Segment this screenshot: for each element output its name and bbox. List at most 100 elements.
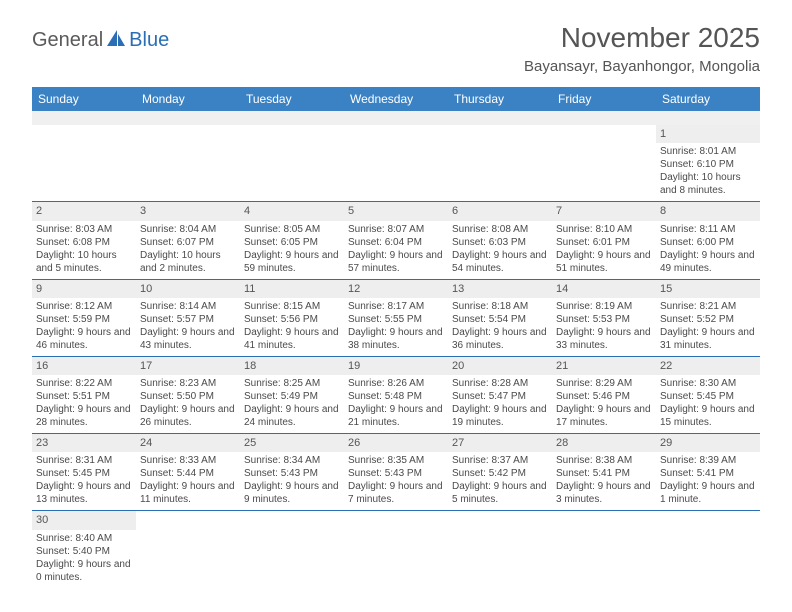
blank-cell [344,111,448,125]
blank-cell [552,111,656,125]
day-number: 9 [32,280,136,298]
daylight-line: Daylight: 9 hours and 3 minutes. [556,480,652,506]
day-number: 18 [240,357,344,375]
day-number: 11 [240,280,344,298]
sunrise-line: Sunrise: 8:03 AM [36,223,132,236]
sunset-line: Sunset: 5:43 PM [244,467,340,480]
daylight-line: Daylight: 10 hours and 5 minutes. [36,249,132,275]
daylight-line: Daylight: 9 hours and 11 minutes. [140,480,236,506]
sunrise-line: Sunrise: 8:07 AM [348,223,444,236]
daylight-line: Daylight: 9 hours and 28 minutes. [36,403,132,429]
day-cell: 29Sunrise: 8:39 AMSunset: 5:41 PMDayligh… [656,434,760,511]
empty-cell [448,511,552,588]
sunrise-line: Sunrise: 8:28 AM [452,377,548,390]
daylight-line: Daylight: 9 hours and 49 minutes. [660,249,756,275]
weekday-header: Friday [552,87,656,111]
sunset-line: Sunset: 5:43 PM [348,467,444,480]
daylight-line: Daylight: 9 hours and 15 minutes. [660,403,756,429]
day-number: 7 [552,202,656,220]
sunrise-line: Sunrise: 8:29 AM [556,377,652,390]
day-number: 6 [448,202,552,220]
sunset-line: Sunset: 6:01 PM [556,236,652,249]
weekday-header-row: Sunday Monday Tuesday Wednesday Thursday… [32,87,760,111]
weekday-header: Thursday [448,87,552,111]
sunset-line: Sunset: 5:42 PM [452,467,548,480]
sunrise-line: Sunrise: 8:01 AM [660,145,756,158]
day-number: 22 [656,357,760,375]
empty-cell [344,125,448,202]
day-cell: 5Sunrise: 8:07 AMSunset: 6:04 PMDaylight… [344,202,448,279]
day-number: 25 [240,434,344,452]
daylight-line: Daylight: 9 hours and 24 minutes. [244,403,340,429]
daylight-line: Daylight: 9 hours and 51 minutes. [556,249,652,275]
day-number: 3 [136,202,240,220]
day-number: 16 [32,357,136,375]
sunset-line: Sunset: 5:53 PM [556,313,652,326]
day-number: 10 [136,280,240,298]
day-number: 19 [344,357,448,375]
sunrise-line: Sunrise: 8:31 AM [36,454,132,467]
daylight-line: Daylight: 9 hours and 21 minutes. [348,403,444,429]
calendar-row: 16Sunrise: 8:22 AMSunset: 5:51 PMDayligh… [32,356,760,433]
daylight-line: Daylight: 9 hours and 38 minutes. [348,326,444,352]
sunrise-line: Sunrise: 8:26 AM [348,377,444,390]
day-cell: 22Sunrise: 8:30 AMSunset: 5:45 PMDayligh… [656,356,760,433]
logo-text-general: General [32,29,103,52]
day-cell: 27Sunrise: 8:37 AMSunset: 5:42 PMDayligh… [448,434,552,511]
day-number: 1 [656,125,760,143]
sunrise-line: Sunrise: 8:19 AM [556,300,652,313]
day-number: 29 [656,434,760,452]
calendar-body: 1Sunrise: 8:01 AMSunset: 6:10 PMDaylight… [32,111,760,588]
title-block: November 2025 Bayansayr, Bayanhongor, Mo… [524,22,760,75]
logo: General Blue [32,28,169,53]
daylight-line: Daylight: 10 hours and 8 minutes. [660,171,756,197]
sunset-line: Sunset: 5:45 PM [660,390,756,403]
sunrise-line: Sunrise: 8:14 AM [140,300,236,313]
daylight-line: Daylight: 10 hours and 2 minutes. [140,249,236,275]
sunset-line: Sunset: 6:03 PM [452,236,548,249]
day-cell: 26Sunrise: 8:35 AMSunset: 5:43 PMDayligh… [344,434,448,511]
sunrise-line: Sunrise: 8:35 AM [348,454,444,467]
daylight-line: Daylight: 9 hours and 0 minutes. [36,558,132,584]
day-cell: 17Sunrise: 8:23 AMSunset: 5:50 PMDayligh… [136,356,240,433]
daylight-line: Daylight: 9 hours and 19 minutes. [452,403,548,429]
sunrise-line: Sunrise: 8:04 AM [140,223,236,236]
sunset-line: Sunset: 5:54 PM [452,313,548,326]
empty-cell [552,511,656,588]
daylight-line: Daylight: 9 hours and 13 minutes. [36,480,132,506]
daylight-line: Daylight: 9 hours and 17 minutes. [556,403,652,429]
daylight-line: Daylight: 9 hours and 46 minutes. [36,326,132,352]
sunrise-line: Sunrise: 8:10 AM [556,223,652,236]
sunset-line: Sunset: 6:00 PM [660,236,756,249]
day-cell: 15Sunrise: 8:21 AMSunset: 5:52 PMDayligh… [656,279,760,356]
sunset-line: Sunset: 5:57 PM [140,313,236,326]
sunset-line: Sunset: 6:05 PM [244,236,340,249]
sunrise-line: Sunrise: 8:17 AM [348,300,444,313]
day-cell: 7 Sunrise: 8:10 AMSunset: 6:01 PMDaylight… [552,202,656,279]
sunset-line: Sunset: 5:52 PM [660,313,756,326]
weekday-header: Sunday [32,87,136,111]
day-cell: 19Sunrise: 8:26 AMSunset: 5:48 PMDayligh… [344,356,448,433]
day-cell: 28Sunrise: 8:38 AMSunset: 5:41 PMDayligh… [552,434,656,511]
day-cell: 20Sunrise: 8:28 AMSunset: 5:47 PMDayligh… [448,356,552,433]
day-cell: 12Sunrise: 8:17 AMSunset: 5:55 PMDayligh… [344,279,448,356]
day-number: 23 [32,434,136,452]
day-cell: 25Sunrise: 8:34 AMSunset: 5:43 PMDayligh… [240,434,344,511]
blank-cell [448,111,552,125]
daylight-line: Daylight: 9 hours and 41 minutes. [244,326,340,352]
day-cell: 18Sunrise: 8:25 AMSunset: 5:49 PMDayligh… [240,356,344,433]
sunset-line: Sunset: 5:56 PM [244,313,340,326]
day-number: 8 [656,202,760,220]
day-cell: 10Sunrise: 8:14 AMSunset: 5:57 PMDayligh… [136,279,240,356]
sunrise-line: Sunrise: 8:40 AM [36,532,132,545]
weekday-header: Wednesday [344,87,448,111]
sunrise-line: Sunrise: 8:12 AM [36,300,132,313]
logo-text-blue: Blue [129,29,169,52]
daylight-line: Daylight: 9 hours and 33 minutes. [556,326,652,352]
sunrise-line: Sunrise: 8:37 AM [452,454,548,467]
daylight-line: Daylight: 9 hours and 7 minutes. [348,480,444,506]
weekday-header: Saturday [656,87,760,111]
sunrise-line: Sunrise: 8:22 AM [36,377,132,390]
empty-cell [136,511,240,588]
header: General Blue November 2025 Bayansayr, Ba… [0,0,792,83]
